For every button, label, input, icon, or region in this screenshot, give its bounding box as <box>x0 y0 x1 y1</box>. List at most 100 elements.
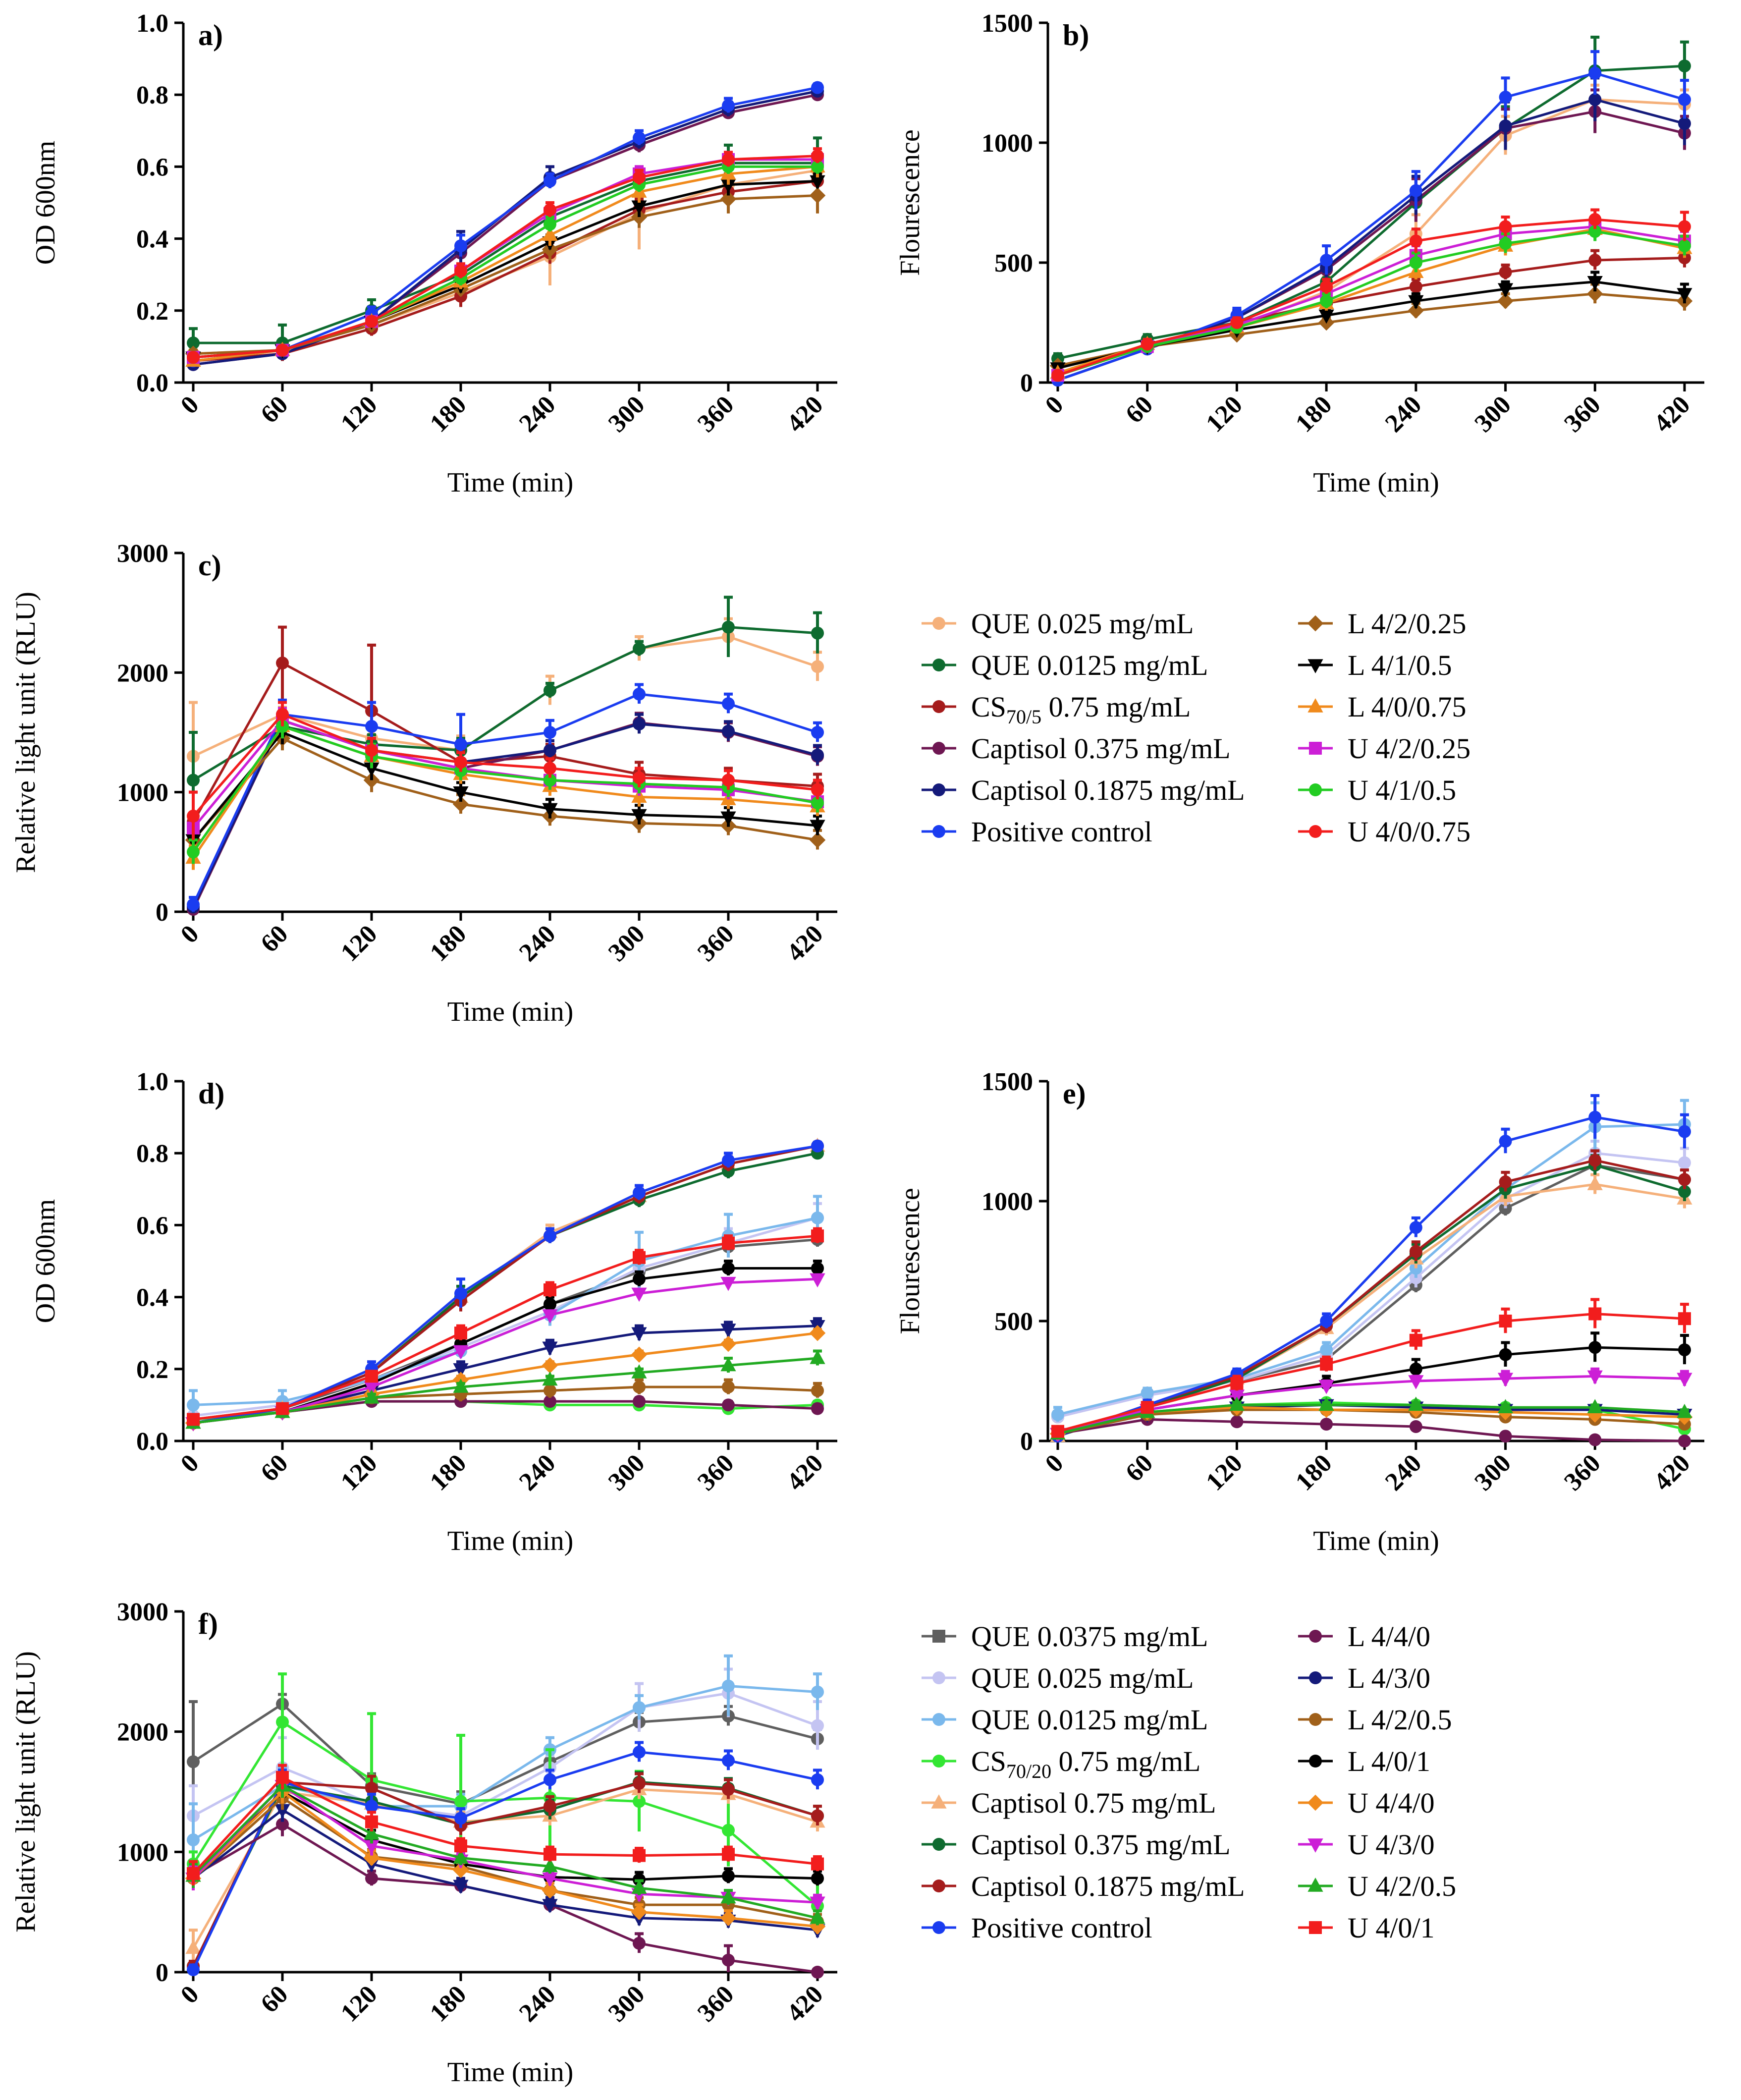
panel-letter: c) <box>198 549 221 582</box>
data-point <box>454 1326 467 1340</box>
legend-marker <box>932 617 945 630</box>
series-positive-control <box>187 1741 824 1977</box>
data-point <box>722 1381 735 1394</box>
series-line <box>1057 230 1685 377</box>
series-line <box>193 155 818 359</box>
data-point <box>276 1770 289 1784</box>
x-axis-label: Time (min) <box>447 1526 574 1556</box>
data-point <box>544 1395 556 1408</box>
legend-marker <box>1307 1838 1323 1853</box>
data-point <box>633 1186 646 1200</box>
x-tick-label: 60 <box>1120 1449 1158 1487</box>
x-axis-label: Time (min) <box>1313 1526 1439 1556</box>
series-line <box>193 1145 818 1425</box>
data-point <box>1677 1404 1692 1418</box>
data-point <box>544 726 556 739</box>
data-point <box>1588 1341 1602 1354</box>
data-point <box>544 203 556 217</box>
data-point <box>722 1262 735 1275</box>
data-point <box>1499 1315 1512 1327</box>
data-point <box>1587 276 1603 290</box>
data-point <box>722 1236 735 1250</box>
legend-marker <box>1307 615 1324 632</box>
data-point <box>811 748 824 762</box>
x-tick-label: 300 <box>1469 390 1517 438</box>
legend-item: U 4/2/0.5 <box>1298 1870 1456 1902</box>
data-point <box>544 174 556 188</box>
series-line <box>193 179 818 362</box>
data-point <box>453 1879 469 1894</box>
data-point <box>365 1800 378 1813</box>
data-point <box>1409 1362 1422 1376</box>
data-point <box>722 1824 735 1837</box>
y-tick-label: 1000 <box>981 1188 1033 1216</box>
data-point <box>1320 294 1333 308</box>
data-point <box>542 1899 558 1914</box>
legend-label-rest: 0.75 mg/mL <box>1051 1745 1200 1777</box>
data-point <box>1678 1125 1691 1138</box>
data-point <box>811 1262 824 1275</box>
data-point <box>633 171 646 184</box>
x-tick-label: 240 <box>1380 1449 1427 1496</box>
data-point <box>1499 91 1512 104</box>
y-tick-label: 0 <box>1020 369 1033 397</box>
series-line <box>193 1277 818 1425</box>
data-point <box>720 1357 736 1372</box>
data-point <box>1499 266 1512 279</box>
x-tick-label: 240 <box>514 1449 561 1496</box>
y-axis-label: Relative light unit (RLU) <box>10 592 41 873</box>
x-tick-label: 300 <box>603 1980 650 2027</box>
data-point <box>1318 309 1334 324</box>
data-point <box>720 1889 736 1904</box>
data-point <box>1320 1418 1333 1431</box>
legend-item: Captisol 0.75 mg/mL <box>922 1787 1216 1819</box>
data-point <box>365 719 378 733</box>
data-point <box>720 1335 737 1352</box>
data-point <box>1678 220 1691 233</box>
legend-label: Captisol 0.375 mg/mL <box>971 732 1231 765</box>
y-axis-label: Relative light unit (RLU) <box>10 1651 41 1933</box>
y-tick-label: 0.6 <box>136 1212 168 1240</box>
data-point <box>185 1939 201 1954</box>
legend-marker <box>932 1879 945 1892</box>
data-point <box>453 786 469 801</box>
legend-label: Captisol 0.75 mg/mL <box>971 1787 1216 1819</box>
data-point <box>1499 1175 1512 1189</box>
data-point <box>633 1745 646 1759</box>
legend-item: L 4/4/0 <box>1298 1620 1430 1653</box>
x-tick-label: 60 <box>255 390 293 429</box>
x-axis-label: Time (min) <box>447 467 574 498</box>
x-tick-label: 240 <box>514 1980 561 2027</box>
legend-marker <box>932 659 945 671</box>
data-point <box>1409 1420 1422 1433</box>
x-tick-label: 120 <box>335 390 382 438</box>
data-point <box>544 774 556 787</box>
data-point <box>1409 184 1422 197</box>
x-tick-label: 240 <box>514 390 561 438</box>
legend-label: CS70/5 0.75 mg/mL <box>971 691 1191 728</box>
data-point <box>1497 293 1514 309</box>
legend-label: L 4/4/0 <box>1348 1620 1430 1653</box>
legend-marker <box>1307 1794 1324 1811</box>
legend-label: QUE 0.0375 mg/mL <box>971 1620 1208 1653</box>
legend-label: Positive control <box>971 816 1152 848</box>
data-point <box>1409 256 1422 269</box>
legend-label: QUE 0.025 mg/mL <box>971 608 1194 640</box>
data-point <box>810 1273 825 1288</box>
x-tick-label: 0 <box>175 920 205 949</box>
y-tick-label: 3000 <box>117 540 168 568</box>
x-tick-label: 360 <box>692 1980 739 2027</box>
y-tick-label: 1.0 <box>136 9 168 38</box>
x-tick-label: 180 <box>425 1449 472 1496</box>
panel-b: 0 500 1000 1500 0 60 120 180 240 300 360 420 Time (m… <box>895 9 1704 498</box>
series-u-4-0-0-75 <box>187 147 824 364</box>
legend-marker <box>932 825 945 838</box>
data-point <box>1499 237 1512 250</box>
data-point <box>1678 59 1691 73</box>
legend-label: L 4/3/0 <box>1348 1662 1430 1694</box>
series-line <box>192 1790 818 1928</box>
legend-item: L 4/3/0 <box>1298 1662 1430 1694</box>
legend-item: Positive control <box>922 816 1152 848</box>
data-point <box>811 1685 824 1699</box>
data-point <box>1588 254 1602 267</box>
